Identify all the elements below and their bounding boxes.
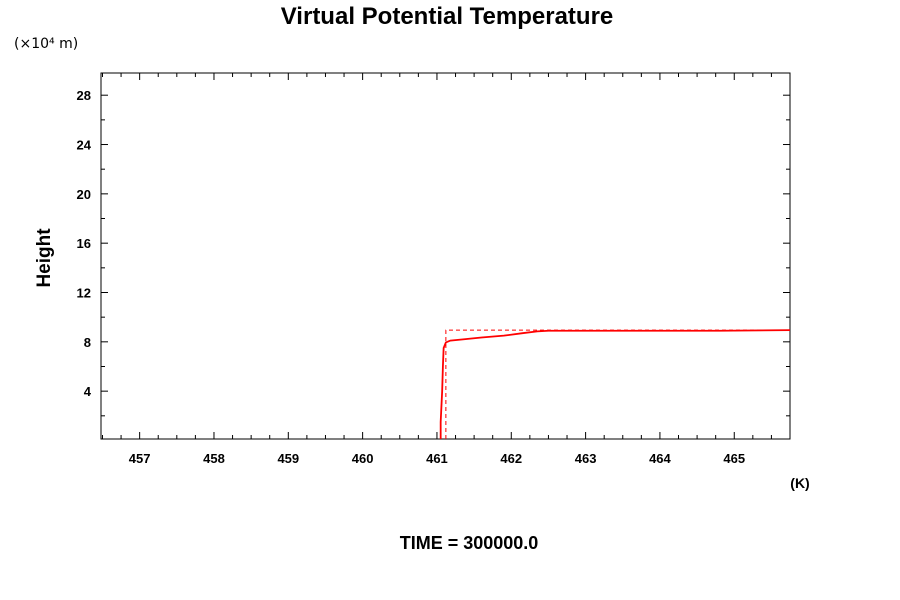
x-tick-label: 461 [426,451,448,466]
x-tick-labels: 457 458 459 460 461 462 463 464 465 [129,451,745,466]
y-tick-label: 4 [84,384,92,399]
series-line-solid [439,329,791,439]
y-axis-label: Height [34,228,55,288]
x-tick-label: 458 [203,451,225,466]
x-tick-label: 464 [649,451,671,466]
x-unit-label: (K) [790,475,809,491]
chart-title: Virtual Potential Temperature [281,3,614,30]
y-tick-label: 28 [77,88,91,103]
y-tick-label: 24 [77,138,92,153]
x-tick-label: 462 [500,451,522,466]
y-scale-label: (×10⁴ m) [14,36,78,52]
plot-frame [100,72,791,440]
y-tick-labels: 4 8 12 16 20 24 28 [77,88,92,399]
x-tick-label: 463 [575,451,597,466]
y-tick-label: 16 [77,236,91,251]
x-tick-label: 460 [352,451,374,466]
x-tick-label: 459 [277,451,299,466]
axis-ticks [101,73,791,439]
x-tick-label: 457 [129,451,151,466]
time-label: TIME = 300000.0 [400,533,539,553]
series-line-dashed [445,329,790,439]
y-tick-label: 8 [84,335,91,350]
y-tick-label: 12 [77,286,91,301]
y-tick-label: 20 [77,187,91,202]
series-group [439,329,791,439]
x-tick-label: 465 [723,451,745,466]
